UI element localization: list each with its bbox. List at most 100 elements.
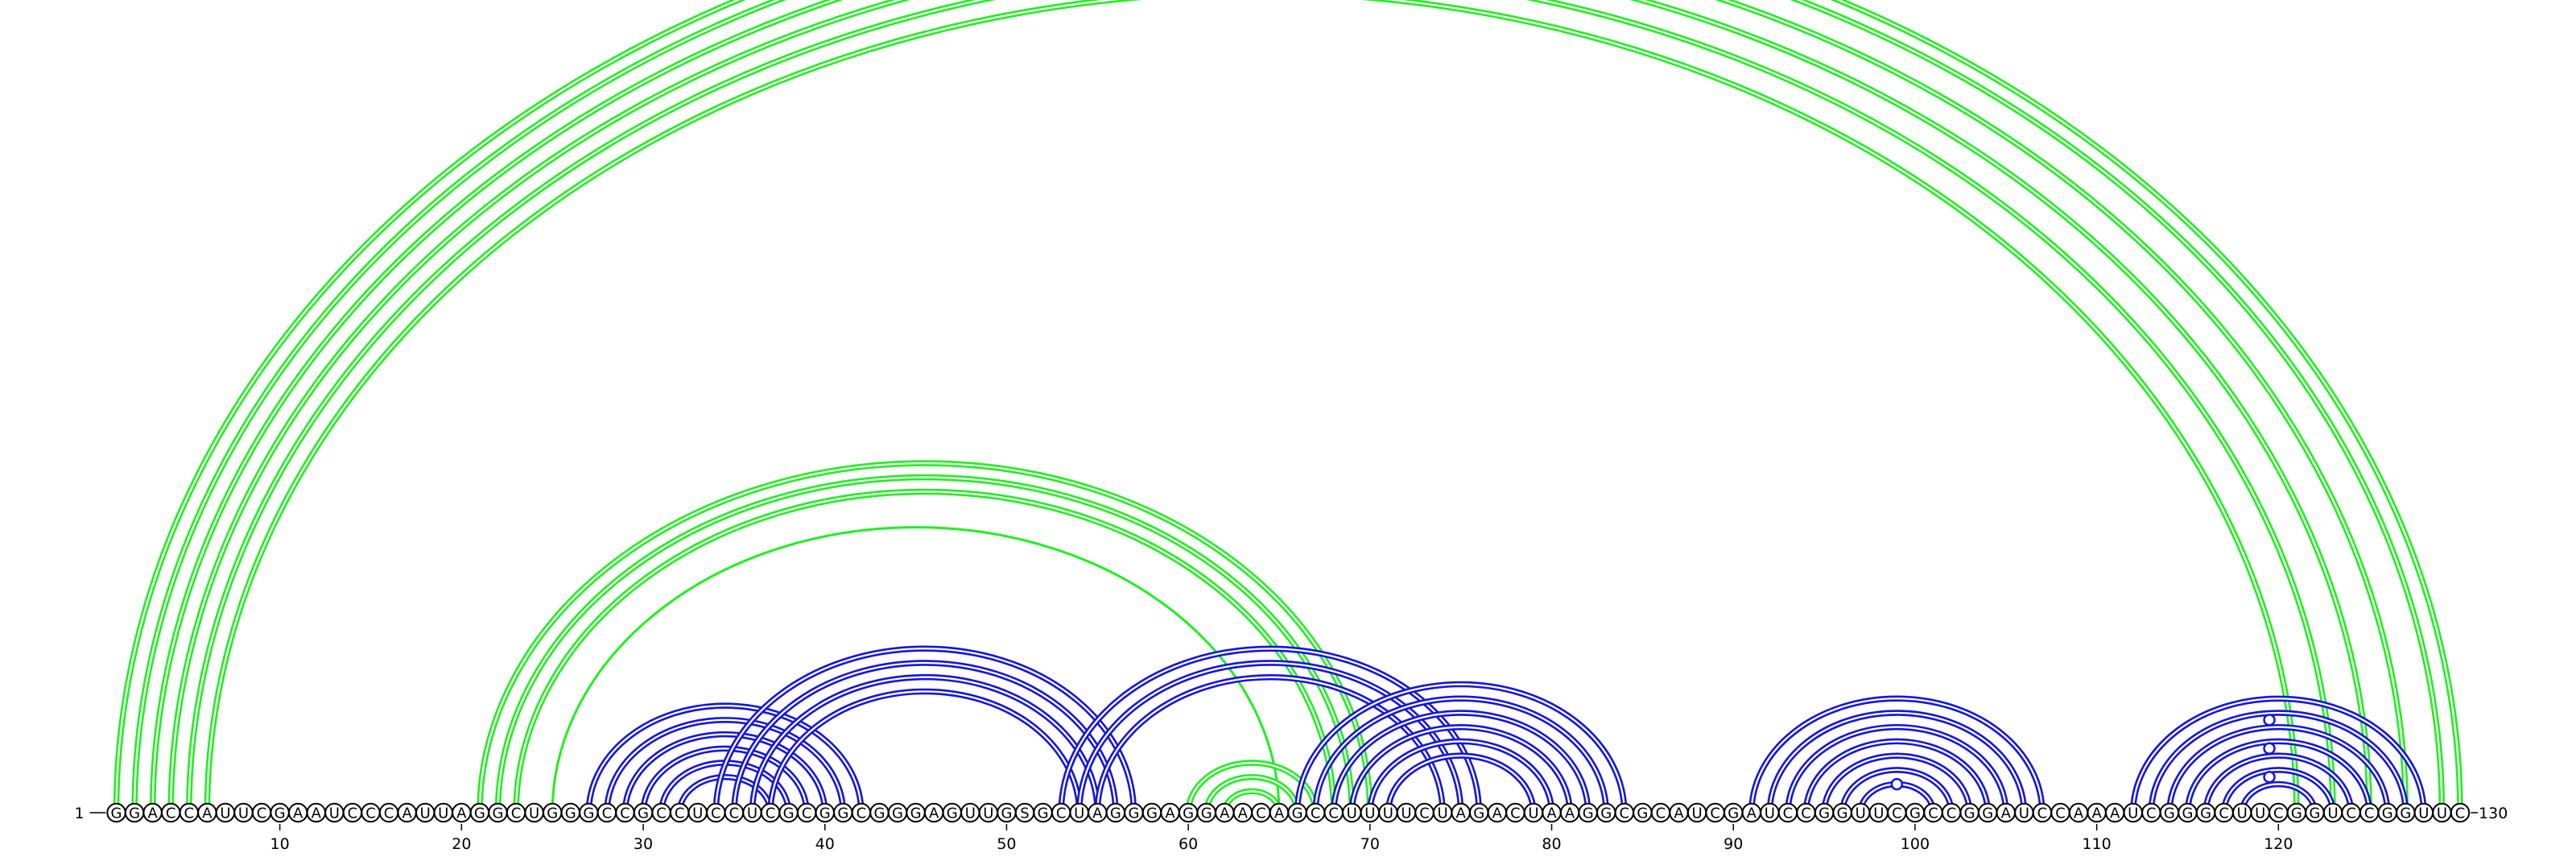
nucleotide-35: C — [724, 802, 745, 823]
nucleotide-letter: A — [1092, 805, 1103, 822]
pair-arc-gap-61-66 — [1205, 776, 1298, 814]
nucleotide-98: U — [1868, 802, 1889, 823]
pair-arc-53-76 — [1058, 645, 1482, 814]
nucleotide-102: C — [1941, 802, 1962, 823]
nucleotide-letter: C — [1710, 805, 1720, 822]
nucleotide-58: G — [1141, 802, 1162, 823]
nucleotide-letter: C — [2219, 805, 2229, 822]
nucleotide-36: U — [742, 802, 762, 823]
nucleotide-24: U — [524, 802, 544, 823]
nucleotide-letter: U — [1691, 805, 1702, 822]
nucleotide-30: G — [633, 802, 654, 823]
nucleotide-96: G — [1832, 802, 1852, 823]
nucleotide-52: G — [1033, 802, 1053, 823]
tick-label-10: 10 — [270, 835, 290, 853]
nucleotide-letter: A — [1238, 805, 1249, 822]
pair-arc-gap-93-105 — [1786, 726, 2007, 814]
nucleotide-21: G — [469, 802, 490, 823]
nucleotide-65: A — [1269, 802, 1290, 823]
nucleotide-letter: U — [1074, 805, 1084, 822]
nucleotide-letter: G — [873, 805, 885, 822]
nucleotide-61: G — [1196, 802, 1216, 823]
nucleotide-letter: A — [402, 805, 412, 822]
nucleotide-69: U — [1342, 802, 1362, 823]
nucleotide-103: G — [1959, 802, 1979, 823]
nucleotide-letter: U — [1364, 805, 1375, 822]
nucleotide-128: U — [2413, 802, 2434, 823]
nucleotide-letter: C — [1892, 805, 1902, 822]
nucleotide-114: G — [2159, 802, 2180, 823]
nucleotide-43: G — [869, 802, 890, 823]
nucleotide-10: G — [270, 802, 290, 823]
nucleotide-letter: A — [312, 805, 322, 822]
nucleotide-letter: U — [2019, 805, 2029, 822]
nucleotide-letter: A — [1565, 805, 1575, 822]
nucleotide-40: G — [815, 802, 835, 823]
pair-arc-gap-3-127 — [151, 0, 2407, 814]
pair-marker-115-124 — [2263, 742, 2276, 756]
nucleotide-81: A — [1559, 802, 1580, 823]
nucleotide-letter: C — [1801, 805, 1811, 822]
nucleotide-55: A — [1088, 802, 1108, 823]
nucleotide-91: A — [1741, 802, 1762, 823]
nucleotide-letter: A — [1274, 805, 1285, 822]
nucleotide-letter: C — [675, 805, 685, 822]
nucleotide-letter: U — [2437, 805, 2447, 822]
pair-arc-gap-27-42 — [588, 704, 863, 814]
nucleotide-letter: G — [1128, 805, 1139, 822]
nucleotide-16: C — [378, 802, 399, 823]
nucleotide-39: C — [796, 802, 817, 823]
nucleotide-letter: C — [857, 805, 867, 822]
nucleotide-84: C — [1614, 802, 1635, 823]
nucleotide-letter: A — [1456, 805, 1467, 822]
nucleotide-13: U — [324, 802, 345, 823]
nucleotide-14: C — [342, 802, 363, 823]
nucleotide-105: A — [1996, 802, 2016, 823]
nucleotide-38: G — [778, 802, 799, 823]
nucleotide-letter: U — [2255, 805, 2265, 822]
nucleotide-letter: A — [2001, 805, 2012, 822]
pair-marker-117-122 — [2263, 770, 2276, 784]
pair-arc-gap-53-76 — [1059, 648, 1480, 814]
nucleotide-letter: C — [2273, 805, 2284, 822]
nucleotide-101: C — [1923, 802, 1943, 823]
nucleotide-letter: G — [1038, 805, 1049, 822]
nucleotide-letter: U — [238, 805, 249, 822]
nucleotide-letter: U — [1347, 805, 1357, 822]
nucleotide-letter: C — [257, 805, 267, 822]
tick-label-50: 50 — [997, 835, 1016, 853]
pair-arc-gap-35-56 — [733, 661, 1117, 814]
pair-arc-115-125 — [2184, 738, 2372, 814]
pair-marker-113-126 — [2263, 714, 2276, 727]
start-label: 1 — [75, 805, 85, 822]
nucleotide-37: C — [760, 802, 781, 823]
nucleotide-letter: C — [2055, 805, 2066, 822]
nucleotide-122: G — [2305, 802, 2325, 823]
nucleotide-85: G — [1633, 802, 1653, 823]
nucleotide-93: C — [1777, 802, 1798, 823]
nucleotide-47: G — [942, 802, 962, 823]
nucleotide-letter: A — [293, 805, 303, 822]
nucleotide-letter: A — [1220, 805, 1230, 822]
pair-arc-gap-91-107 — [1750, 698, 2044, 814]
nucleotide-letter: G — [638, 805, 649, 822]
nucleotide-letter: C — [166, 805, 176, 822]
nucleotide-letter: C — [1620, 805, 1630, 822]
tick-label-110: 110 — [2082, 835, 2111, 853]
nucleotide-42: C — [851, 802, 872, 823]
nucleotide-letter: G — [1909, 805, 1921, 822]
pair-arc-gap-114-126 — [2168, 726, 2388, 814]
nucleotide-letter: G — [2400, 805, 2411, 822]
nucleotide-107: C — [2032, 802, 2053, 823]
nucleotide-116: G — [2195, 802, 2216, 823]
nucleotide-letter: A — [202, 805, 213, 822]
nucleotide-54: U — [1069, 802, 1089, 823]
nucleotide-letter: U — [692, 805, 703, 822]
nucleotide-51: S — [1014, 802, 1035, 823]
nucleotide-letter: G — [1201, 805, 1212, 822]
tick-label-30: 30 — [634, 835, 653, 853]
nucleotide-45: G — [906, 802, 926, 823]
nucleotide-86: C — [1650, 802, 1671, 823]
pair-arc-gap-112-128 — [2132, 698, 2425, 814]
